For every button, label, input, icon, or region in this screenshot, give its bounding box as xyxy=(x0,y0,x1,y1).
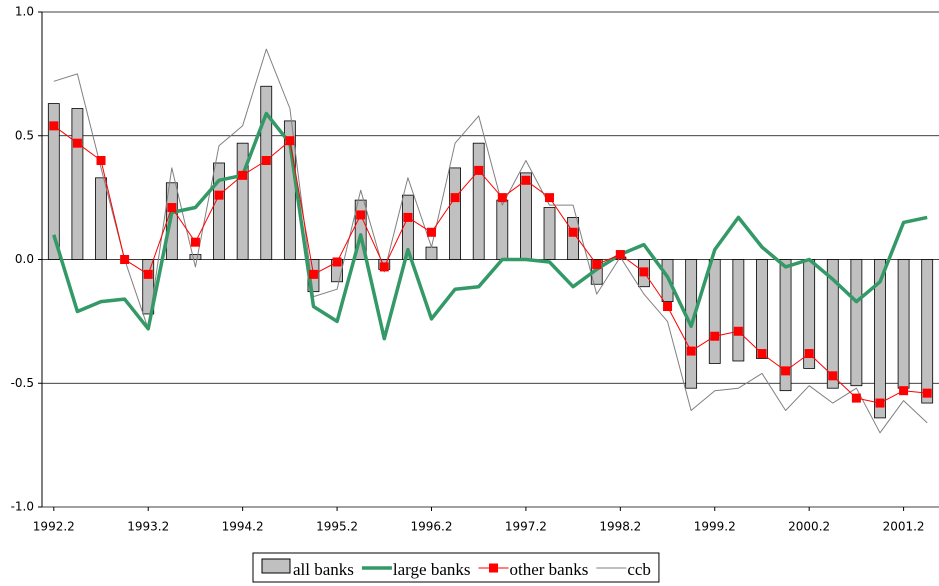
marker xyxy=(615,250,625,260)
marker xyxy=(261,156,271,165)
bar xyxy=(354,199,367,260)
y-tick-label: 0.5 xyxy=(15,128,34,142)
bar xyxy=(826,259,839,389)
x-tick-label: 2000.2 xyxy=(788,520,830,534)
y-tick-label: 0.0 xyxy=(15,252,34,266)
bar xyxy=(779,259,792,392)
legend-label: other banks xyxy=(510,560,589,579)
legend-swatch xyxy=(261,558,291,574)
marker xyxy=(521,175,531,185)
legend-label: large banks xyxy=(393,560,471,579)
legend-box xyxy=(252,552,660,583)
marker xyxy=(686,346,696,356)
x-tick-label: 1994.2 xyxy=(222,520,264,534)
bar xyxy=(732,259,745,362)
bar xyxy=(189,254,202,260)
marker xyxy=(214,190,224,200)
marker xyxy=(828,371,838,381)
marker xyxy=(450,193,460,203)
bar xyxy=(71,108,84,260)
bar xyxy=(449,167,461,260)
legend: all banks large banks other banks ccb xyxy=(252,552,660,583)
marker xyxy=(332,257,342,267)
marker xyxy=(167,203,177,213)
bar xyxy=(921,259,934,404)
y-tick-label: -0.5 xyxy=(11,376,34,390)
marker xyxy=(545,193,555,203)
y-tick-label: -1.0 xyxy=(11,500,34,514)
bar xyxy=(520,172,532,260)
series-line xyxy=(52,111,928,341)
marker xyxy=(781,366,791,376)
bar xyxy=(425,246,438,260)
series-line xyxy=(53,48,928,434)
bar xyxy=(543,207,556,260)
marker xyxy=(568,227,578,237)
marker xyxy=(379,262,389,272)
y-tick-label: 1.0 xyxy=(15,5,34,19)
x-tick-label: 1996.2 xyxy=(410,520,452,534)
x-tick-label: 1995.2 xyxy=(316,520,358,534)
marker xyxy=(96,156,106,165)
marker xyxy=(426,227,436,237)
bar xyxy=(213,162,225,260)
marker xyxy=(403,212,413,222)
marker xyxy=(710,331,720,341)
marker xyxy=(639,267,649,277)
bar xyxy=(567,217,580,260)
bar xyxy=(47,103,60,260)
bar xyxy=(874,259,886,419)
bar xyxy=(708,259,721,364)
marker xyxy=(285,136,295,146)
x-tick-label: 1993.2 xyxy=(127,520,169,534)
marker xyxy=(474,165,484,175)
bar xyxy=(260,85,273,260)
bar xyxy=(472,142,485,260)
marker xyxy=(733,326,743,336)
x-tick-label: 1992.2 xyxy=(33,520,75,534)
x-tick-label: 1999.2 xyxy=(694,520,736,534)
bar xyxy=(95,177,107,260)
legend-marker xyxy=(489,563,498,573)
x-tick-label: 1997.2 xyxy=(505,520,547,534)
marker xyxy=(143,269,153,279)
legend-label: ccb xyxy=(627,560,651,579)
marker xyxy=(804,349,814,359)
marker xyxy=(899,386,909,396)
marker xyxy=(356,210,366,220)
marker xyxy=(592,259,602,269)
bar xyxy=(142,259,155,315)
marker xyxy=(497,193,507,203)
marker xyxy=(757,349,767,359)
bar xyxy=(897,259,910,389)
x-tick-label: 1998.2 xyxy=(599,520,641,534)
marker xyxy=(238,170,248,180)
marker xyxy=(663,302,673,312)
marker xyxy=(49,121,59,131)
legend-label: all banks xyxy=(293,560,354,579)
marker xyxy=(120,255,130,264)
marker xyxy=(308,269,318,279)
bar xyxy=(401,194,414,260)
marker xyxy=(851,393,861,403)
bar xyxy=(236,142,249,260)
marker xyxy=(190,237,200,247)
marker xyxy=(72,138,82,148)
marker xyxy=(922,388,932,398)
bar xyxy=(756,259,768,359)
bar xyxy=(496,199,509,260)
bar xyxy=(850,259,863,387)
marker xyxy=(875,398,885,408)
x-tick-label: 2001.2 xyxy=(883,520,925,534)
